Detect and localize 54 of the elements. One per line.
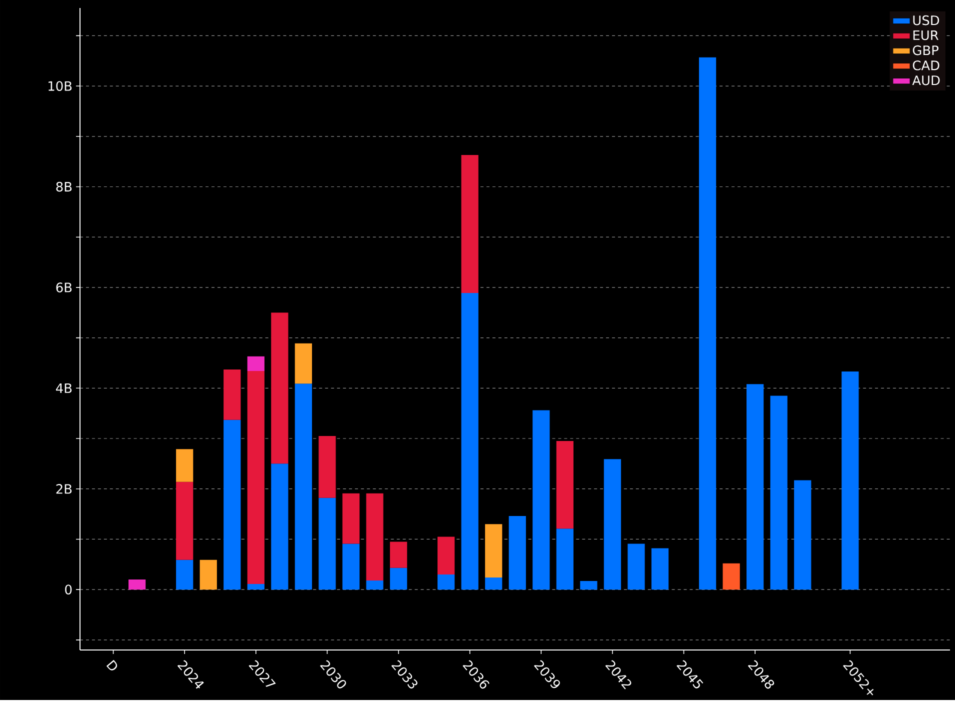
bar xyxy=(176,560,194,590)
bar xyxy=(698,57,716,590)
y-tick-label: 4B xyxy=(56,383,72,393)
bar xyxy=(200,560,217,590)
bar xyxy=(556,440,574,528)
bar xyxy=(224,420,241,590)
bar xyxy=(461,292,478,590)
bar xyxy=(722,563,740,590)
bar xyxy=(247,584,264,590)
bar xyxy=(271,463,288,590)
bar xyxy=(390,541,408,568)
bar xyxy=(604,458,622,590)
bar xyxy=(176,482,194,560)
bar xyxy=(556,528,574,590)
bar xyxy=(746,384,764,590)
bar xyxy=(271,312,288,464)
bar xyxy=(794,480,812,590)
x-tick-label: D xyxy=(106,660,118,670)
y-tick-label: 2B xyxy=(56,484,72,494)
bar xyxy=(628,544,645,590)
bar xyxy=(842,371,859,590)
bar xyxy=(366,493,384,580)
legend-label: AUD xyxy=(912,75,940,85)
y-tick-label: 10B xyxy=(48,80,72,91)
legend-label: GBP xyxy=(912,45,938,55)
bar xyxy=(438,574,455,590)
bar xyxy=(318,498,336,590)
bar xyxy=(485,577,502,590)
bar xyxy=(224,369,241,420)
bar xyxy=(461,154,478,293)
bar xyxy=(294,343,312,384)
bar xyxy=(651,548,669,590)
bar xyxy=(438,536,455,574)
bar xyxy=(247,370,264,584)
bar xyxy=(342,544,360,590)
bar xyxy=(128,579,146,590)
bar xyxy=(580,580,598,590)
legend-label: CAD xyxy=(912,60,940,70)
y-tick-label: 6B xyxy=(56,282,72,292)
bar xyxy=(342,493,360,544)
y-tick-label: 0 xyxy=(65,584,72,594)
bar xyxy=(176,448,194,482)
bar xyxy=(770,395,788,590)
bar xyxy=(294,383,312,590)
bar xyxy=(485,524,502,578)
bar xyxy=(390,568,408,590)
legend-label: USD xyxy=(913,15,940,25)
y-tick-label: 8B xyxy=(56,182,72,192)
legend-label: EUR xyxy=(913,30,938,40)
bar xyxy=(508,516,526,590)
bar xyxy=(247,356,264,371)
bar xyxy=(318,436,336,498)
bar xyxy=(532,410,550,590)
bar xyxy=(366,580,384,590)
